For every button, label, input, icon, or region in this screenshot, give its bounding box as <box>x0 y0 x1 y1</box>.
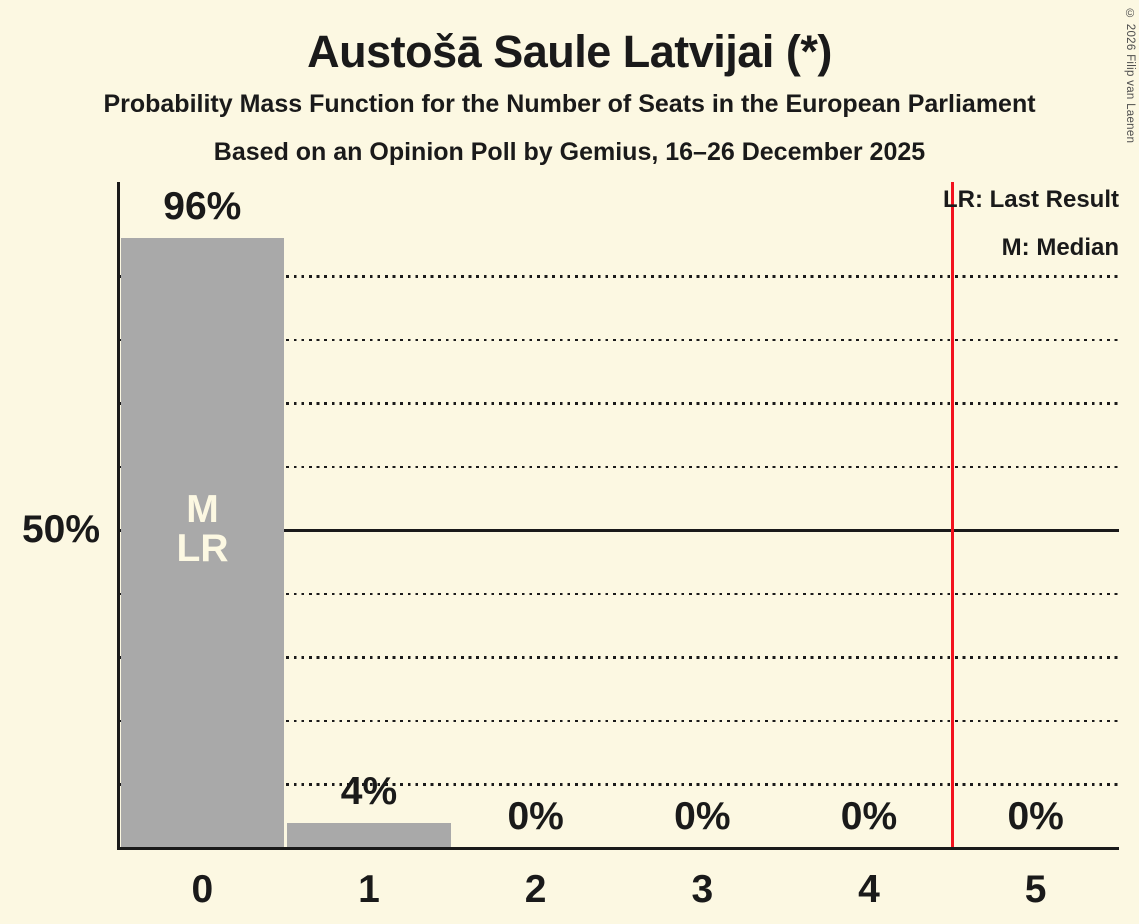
median-marker: M <box>186 488 219 531</box>
value-label-seats-5: 0% <box>1007 795 1064 838</box>
x-tick-label-4: 4 <box>858 868 880 911</box>
gridline-80pct <box>119 338 1119 342</box>
last-result-vertical-line <box>950 182 954 848</box>
gridline-40pct <box>119 592 1119 596</box>
value-label-seats-1: 4% <box>340 769 398 813</box>
chart-title: Austošā Saule Latvijai (*) <box>307 26 832 77</box>
value-label-seats-2: 0% <box>507 795 564 838</box>
gridline-70pct <box>119 402 1119 405</box>
x-tick-label-3: 3 <box>691 868 714 911</box>
value-label-seats-3: 0% <box>674 795 731 838</box>
gridline-90pct <box>119 275 1119 278</box>
y-axis-50pct-label: 50% <box>21 508 100 551</box>
legend-last-result: LR: Last Result <box>942 186 1119 213</box>
x-tick-label-1: 1 <box>358 868 380 911</box>
chart-poll-source: Based on an Opinion Poll by Gemius, 16–2… <box>213 138 926 166</box>
gridline-30pct <box>119 656 1119 659</box>
x-tick-label-2: 2 <box>524 868 547 911</box>
x-axis-line <box>117 847 1119 850</box>
bar-seats-0 <box>120 238 285 848</box>
bar-seats-1 <box>287 822 451 848</box>
median-last-result-annotation: M LR <box>119 490 286 568</box>
chart-subtitle: Probability Mass Function for the Number… <box>103 90 1036 118</box>
last-result-marker: LR <box>176 527 229 570</box>
gridline-50pct <box>119 529 1119 532</box>
copyright-notice: © 2026 Filip van Laenen <box>1124 8 1136 144</box>
gridline-10pct <box>119 783 1119 786</box>
y-axis-line <box>117 182 120 850</box>
value-label-seats-4: 0% <box>840 795 898 838</box>
gridline-20pct <box>119 719 1119 723</box>
x-tick-label-5: 5 <box>1024 868 1047 911</box>
gridline-60pct <box>119 465 1119 469</box>
legend-median: M: Median <box>1001 234 1119 261</box>
x-tick-label-0: 0 <box>191 868 214 911</box>
value-label-seats-0: 96% <box>163 185 242 229</box>
